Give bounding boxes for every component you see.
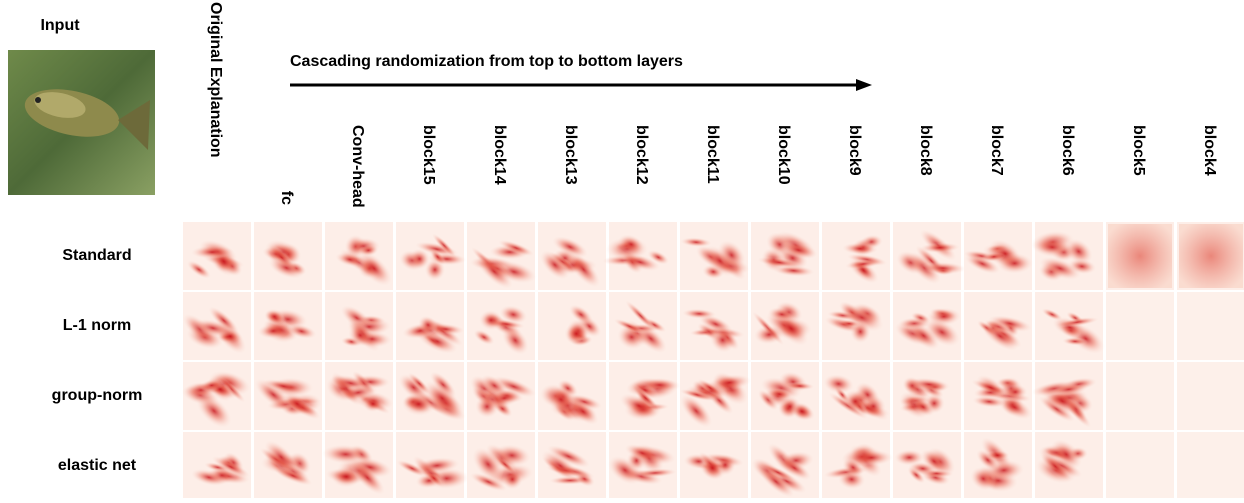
column-label: block13: [562, 125, 579, 185]
heatmap-tile: [675, 362, 755, 433]
saliency-blob: [985, 450, 1009, 460]
heatmap-tile: [537, 362, 606, 430]
heatmap-tile: [822, 292, 890, 360]
column-label: Conv-head: [349, 125, 366, 208]
heatmap-tile: [1032, 432, 1103, 498]
heatmap-tile: [964, 432, 1032, 498]
column-label: block8: [917, 125, 934, 176]
heatmap-tile: [394, 362, 469, 430]
arrow-caption: Cascading randomization from top to bott…: [290, 53, 683, 70]
tile-bg: [1177, 362, 1244, 430]
column-label: block7: [988, 125, 1005, 176]
heatmap-tile: [822, 432, 893, 498]
heatmap-tile: [680, 292, 748, 360]
tile-noise: [1108, 224, 1172, 288]
row-label: group-norm: [52, 387, 143, 404]
tile-bg: [1177, 432, 1244, 498]
heatmap-tile: [467, 292, 535, 360]
column-label: block5: [1130, 125, 1147, 176]
heatmap-tile: [609, 362, 681, 430]
heatmap-tile: [822, 362, 892, 430]
heatmap-tile: [465, 362, 539, 430]
tile-noise: [1179, 224, 1243, 288]
heatmap-tile: [183, 222, 251, 290]
column-label: block14: [491, 125, 508, 185]
heatmap-tile: [466, 432, 535, 498]
heatmap-tile: [893, 432, 961, 498]
heatmap-tile: [254, 222, 322, 290]
heatmap-tile: [964, 362, 1036, 430]
heatmap-tile: [1030, 222, 1103, 290]
arrow-head: [856, 79, 872, 91]
heatmap-tile: [396, 292, 466, 360]
tile-bg: [1106, 432, 1174, 498]
heatmap-tile: [680, 222, 751, 290]
heatmap-tile: [1106, 292, 1174, 360]
heatmap-tile: [891, 292, 965, 360]
heatmap-tile: [680, 432, 748, 498]
heatmap-tile: [602, 222, 677, 290]
heatmap-tile: [179, 362, 253, 434]
heatmap-tile: [325, 292, 393, 360]
heatmap-tile: [254, 432, 322, 498]
heatmap-tile: [1177, 362, 1244, 430]
column-label: block10: [775, 125, 792, 185]
heatmap-tile: [322, 362, 395, 430]
heatmap-tile: [395, 432, 470, 498]
heatmap-tile: [183, 432, 253, 498]
heatmap-tile: [964, 292, 1034, 360]
heatmap-tile: [325, 222, 398, 292]
row-label: elastic net: [58, 457, 137, 474]
input-label: Input: [40, 17, 80, 34]
heatmap-tile: [1177, 292, 1244, 360]
row-label: L-1 norm: [63, 317, 131, 334]
column-label: fc: [278, 191, 295, 205]
column-label: block15: [420, 125, 437, 185]
heatmap-tile: [467, 222, 539, 294]
heatmap-tile: [254, 292, 322, 360]
heatmap-tile: [321, 432, 394, 498]
column-label: block6: [1059, 125, 1076, 176]
heatmap-tile: [1177, 222, 1244, 290]
heatmap-tile: [751, 222, 821, 290]
heatmap-tile: [609, 292, 677, 360]
heatmap-tile: [538, 292, 606, 360]
tile-bg: [1106, 362, 1174, 430]
row-label: Standard: [62, 247, 131, 264]
heatmap-tile: [893, 362, 961, 430]
tile-bg: [1177, 292, 1244, 360]
heatmap-tile: [537, 432, 606, 498]
heatmap-tile: [603, 432, 678, 498]
heatmap-tile: [962, 222, 1033, 290]
heatmap-tile: [250, 362, 324, 430]
heatmap-tile: [1030, 362, 1103, 431]
heatmap-tile: [1106, 362, 1174, 430]
column-label: Original Explanation: [207, 2, 224, 158]
heatmap-tile: [750, 292, 819, 360]
saliency-blob: [564, 323, 588, 345]
heatmap-tile: [822, 222, 890, 290]
heatmap-tile: [1035, 292, 1110, 360]
column-label: block12: [633, 125, 650, 185]
tile-bg: [1106, 292, 1174, 360]
input-image: [8, 50, 155, 195]
heatmap-tile: [396, 222, 467, 290]
heatmap-tile: [751, 362, 819, 430]
column-label: block4: [1201, 125, 1218, 176]
column-label: block11: [704, 125, 721, 184]
heatmap-tile: [178, 292, 252, 360]
figure: Input Cascading randomization from top t…: [0, 0, 1244, 498]
heatmap-tile: [1106, 432, 1174, 498]
heatmap-tile: [1106, 222, 1174, 290]
heatmap-tile: [1177, 432, 1244, 498]
heatmap-tile: [535, 222, 606, 293]
column-label: block9: [846, 125, 863, 176]
heatmap-tile: [747, 432, 819, 498]
heatmap-tile: [892, 222, 966, 290]
